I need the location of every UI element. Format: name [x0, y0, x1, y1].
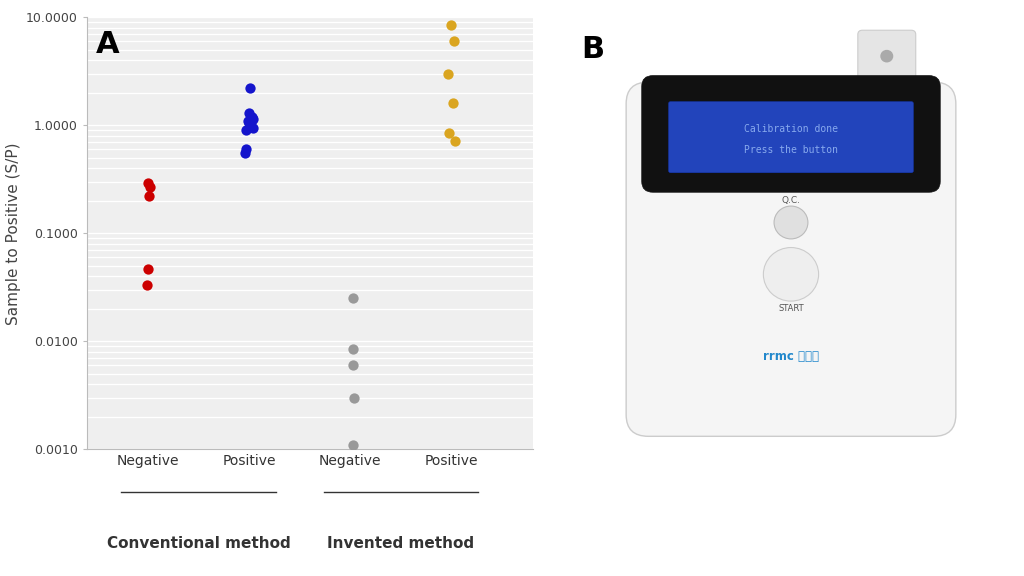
- Point: [242, 121, 258, 130]
- Y-axis label: Sample to Positive (S/P): Sample to Positive (S/P): [5, 142, 20, 324]
- Text: Calibration done: Calibration done: [744, 124, 838, 134]
- Point: [345, 361, 361, 370]
- Point: [238, 145, 254, 154]
- Point: [242, 84, 258, 93]
- Text: Q.C.: Q.C.: [781, 196, 801, 206]
- Text: Conventional method: Conventional method: [106, 536, 290, 551]
- FancyBboxPatch shape: [858, 31, 915, 112]
- FancyBboxPatch shape: [642, 75, 940, 192]
- Point: [245, 123, 261, 132]
- Point: [344, 344, 360, 354]
- Text: Invented method: Invented method: [328, 536, 474, 551]
- Point: [443, 20, 460, 29]
- Point: [237, 149, 253, 158]
- Point: [241, 119, 257, 128]
- Text: B: B: [582, 35, 605, 63]
- Point: [345, 294, 361, 303]
- Point: [447, 136, 464, 145]
- Circle shape: [774, 206, 808, 239]
- Text: START: START: [778, 304, 804, 313]
- Point: [238, 126, 254, 135]
- Point: [244, 117, 260, 126]
- Point: [346, 393, 362, 403]
- Point: [245, 114, 261, 123]
- Point: [141, 182, 158, 191]
- Point: [440, 128, 457, 138]
- Circle shape: [763, 248, 818, 301]
- Text: A: A: [96, 31, 120, 59]
- Point: [344, 440, 360, 449]
- Point: [445, 37, 462, 46]
- Circle shape: [881, 51, 893, 62]
- Point: [140, 192, 157, 201]
- Point: [440, 69, 457, 78]
- Point: [139, 281, 156, 290]
- Point: [140, 264, 157, 273]
- Point: [244, 112, 260, 122]
- Point: [140, 179, 157, 188]
- FancyBboxPatch shape: [669, 101, 913, 173]
- FancyBboxPatch shape: [626, 82, 955, 437]
- Text: Press the button: Press the button: [744, 145, 838, 155]
- Text: rrmc 微奥云: rrmc 微奥云: [763, 350, 819, 363]
- Point: [241, 108, 257, 118]
- Point: [444, 98, 461, 108]
- Point: [240, 116, 256, 126]
